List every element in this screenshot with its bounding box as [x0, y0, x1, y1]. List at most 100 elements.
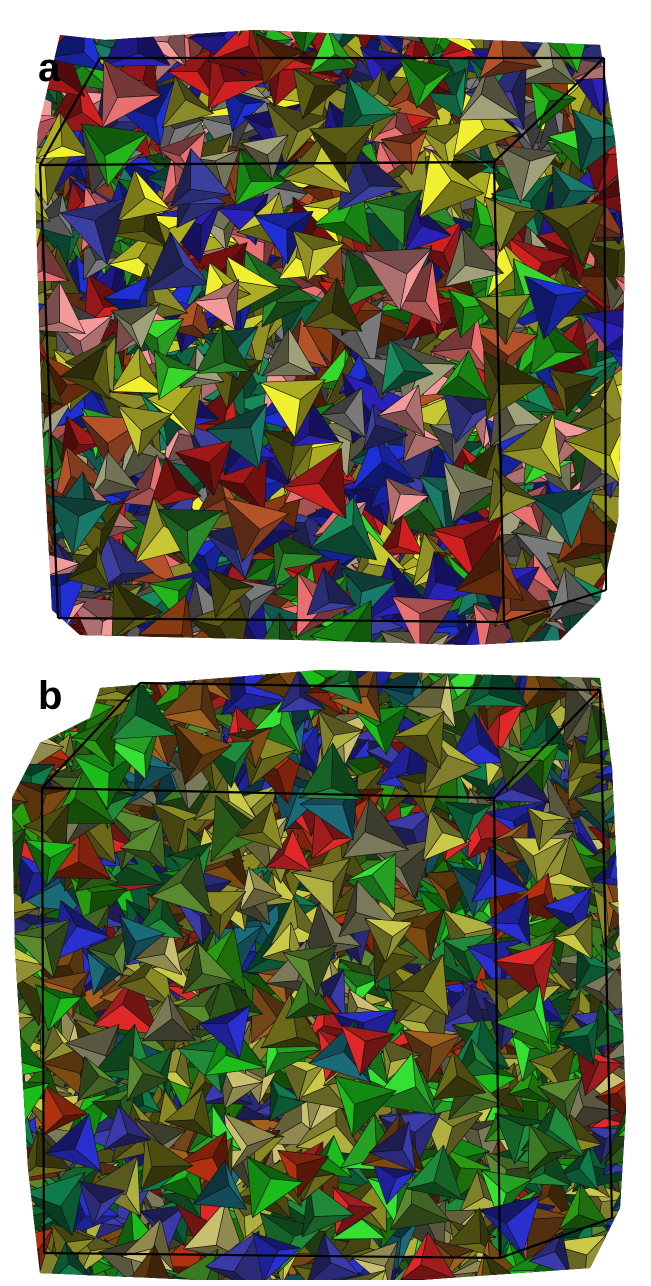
tetrahedron [138, 30, 203, 38]
tetrahedron [635, 777, 651, 818]
tetrahedron [35, 96, 41, 156]
tetrahedron [633, 27, 651, 82]
tetrahedron [236, 648, 296, 663]
tetrahedron [181, 1282, 226, 1286]
tetrahedron [0, 488, 32, 533]
tetrahedron [638, 1065, 651, 1112]
tetrahedron [151, 670, 197, 682]
tetrahedron [53, 670, 113, 671]
tetrahedron [327, 0, 377, 16]
tetrahedron [0, 359, 27, 421]
tetrahedron [0, 460, 30, 521]
tetrahedron [35, 648, 80, 652]
tetrahedron [643, 772, 651, 814]
tetrahedron [45, 30, 105, 31]
tetrahedron [0, 667, 5, 723]
tetrahedron [613, 30, 625, 76]
tetrahedron [0, 563, 26, 611]
tetrahedron [508, 648, 551, 665]
tetrahedron [0, 1084, 7, 1131]
tetrahedron [82, 670, 128, 687]
tetrahedron [35, 424, 43, 494]
tetrahedra-packing [0, 0, 651, 645]
tetrahedron [591, 648, 637, 650]
tetrahedron [421, 0, 473, 16]
tetrahedron [35, 624, 45, 645]
tetrahedron [412, 648, 473, 656]
tetrahedron [206, 0, 272, 10]
tetrahedron [306, 0, 354, 22]
tetrahedron [0, 0, 27, 61]
tetrahedron [0, 1243, 4, 1286]
tetrahedron [0, 160, 14, 207]
tetrahedron [191, 0, 239, 24]
tetrahedron [239, 0, 302, 3]
tetrahedron [0, 418, 30, 474]
tetrahedron [626, 0, 651, 18]
tetrahedron [632, 1192, 651, 1243]
tetrahedron [486, 1272, 544, 1280]
tetrahedron [632, 1139, 651, 1179]
tetrahedron [355, 648, 395, 669]
tetrahedron [631, 980, 651, 1022]
tetrahedron [0, 234, 35, 291]
tetrahedron [50, 30, 94, 39]
tetrahedron [177, 670, 232, 675]
tetrahedron [0, 648, 43, 663]
tetrahedron [628, 164, 651, 218]
tetrahedron [82, 30, 134, 44]
tetrahedron [588, 30, 625, 43]
tetrahedron [67, 670, 116, 686]
tetrahedron [266, 30, 314, 32]
tetrahedron [0, 294, 23, 358]
tetrahedron [596, 648, 645, 658]
tetrahedron [52, 0, 107, 13]
tetrahedron [0, 719, 5, 779]
tetrahedron [0, 549, 30, 602]
tetrahedron [0, 28, 8, 75]
tetrahedron [622, 481, 625, 546]
tetrahedron [204, 648, 248, 656]
tetrahedron [520, 30, 580, 41]
tetrahedron [52, 670, 100, 672]
tetrahedron [0, 0, 29, 39]
tetrahedron [622, 953, 626, 1004]
panel-a-render [0, 0, 651, 645]
tetrahedron [613, 636, 625, 645]
tetrahedron [613, 1247, 626, 1280]
tetrahedron [28, 670, 77, 673]
tetrahedron [631, 0, 651, 33]
tetrahedron [0, 1193, 4, 1236]
panel-a: a [0, 0, 651, 645]
tetrahedron [0, 901, 6, 955]
tetrahedron [0, 360, 16, 407]
tetrahedron [0, 317, 12, 381]
tetrahedron [15, 648, 61, 662]
tetrahedron [0, 26, 15, 80]
tetrahedron [98, 0, 154, 15]
tetrahedron [84, 648, 135, 651]
tetrahedron [12, 1211, 31, 1263]
tetrahedron [35, 577, 41, 633]
tetrahedron [0, 60, 21, 126]
tetrahedron [2, 0, 64, 19]
tetrahedron [605, 75, 625, 123]
tetrahedron [618, 856, 626, 921]
tetrahedron [12, 1009, 18, 1059]
tetrahedron [0, 0, 13, 13]
tetrahedron [0, 236, 19, 286]
tetrahedron [0, 648, 8, 674]
tetrahedron [611, 735, 626, 782]
tetrahedron [616, 648, 651, 653]
tetrahedron [12, 1092, 24, 1137]
tetrahedron [609, 1267, 626, 1280]
tetrahedron [618, 810, 626, 863]
tetrahedron [407, 648, 450, 657]
tetrahedron [516, 648, 568, 656]
tetrahedron [345, 670, 404, 672]
tetrahedron [284, 0, 347, 19]
tetrahedron [590, 613, 625, 645]
tetrahedron [35, 219, 39, 275]
tetrahedron [620, 48, 625, 100]
tetrahedron [381, 30, 440, 34]
